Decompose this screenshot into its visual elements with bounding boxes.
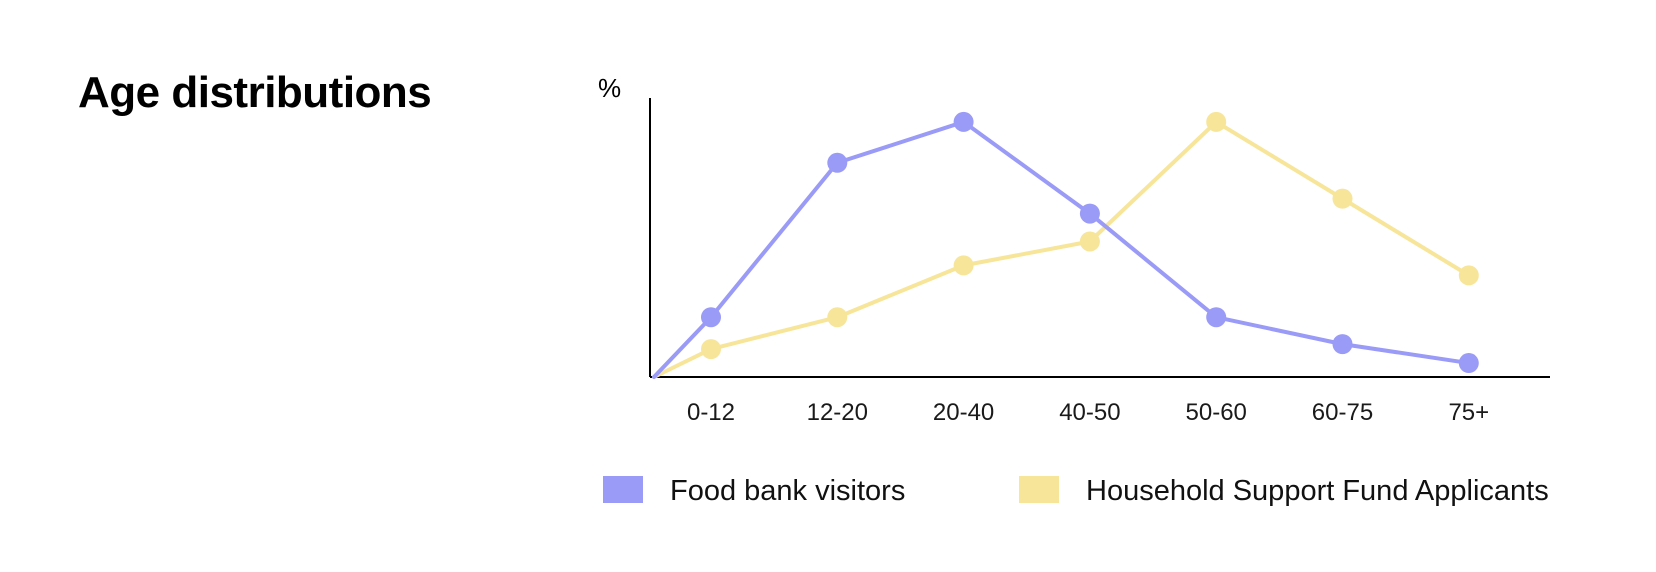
legend-swatch — [1019, 476, 1059, 503]
data-point — [1458, 265, 1479, 286]
series-line — [652, 119, 1471, 379]
data-point — [701, 307, 721, 328]
series-line — [652, 119, 1471, 379]
data-point — [827, 307, 848, 328]
data-point — [1079, 203, 1100, 224]
data-point — [1458, 353, 1479, 374]
x-tick-label: 0-12 — [687, 399, 735, 426]
data-point — [1206, 111, 1227, 132]
chart-series — [652, 111, 1479, 379]
chart-legend: Food bank visitors Household Support Fund… — [603, 475, 1549, 507]
series-1 — [652, 111, 1479, 379]
data-point — [827, 152, 848, 173]
legend-label: Household Support Fund Applicants — [1086, 475, 1549, 507]
y-axis-unit-label: % — [598, 73, 621, 103]
series-0 — [652, 111, 1479, 379]
chart-axes — [649, 98, 1550, 378]
x-tick-label: 40-50 — [1059, 399, 1120, 426]
legend-swatch — [603, 476, 643, 503]
page-title: Age distributions — [78, 68, 432, 117]
data-point — [1332, 188, 1353, 209]
data-point — [1332, 334, 1353, 355]
data-point — [953, 255, 974, 276]
legend-label: Food bank visitors — [670, 475, 905, 507]
x-tick-label: 50-60 — [1186, 399, 1247, 426]
data-point — [1206, 307, 1227, 328]
x-tick-label: 60-75 — [1312, 399, 1373, 426]
x-tick-label: 12-20 — [807, 399, 868, 426]
data-point — [701, 339, 721, 360]
data-point — [1079, 231, 1100, 252]
x-axis-tick-labels: 0-12 12-20 20-40 40-50 50-60 60-75 75+ — [687, 399, 1489, 426]
x-tick-label: 75+ — [1448, 399, 1489, 426]
x-tick-label: 20-40 — [933, 399, 994, 426]
data-point — [953, 111, 974, 132]
